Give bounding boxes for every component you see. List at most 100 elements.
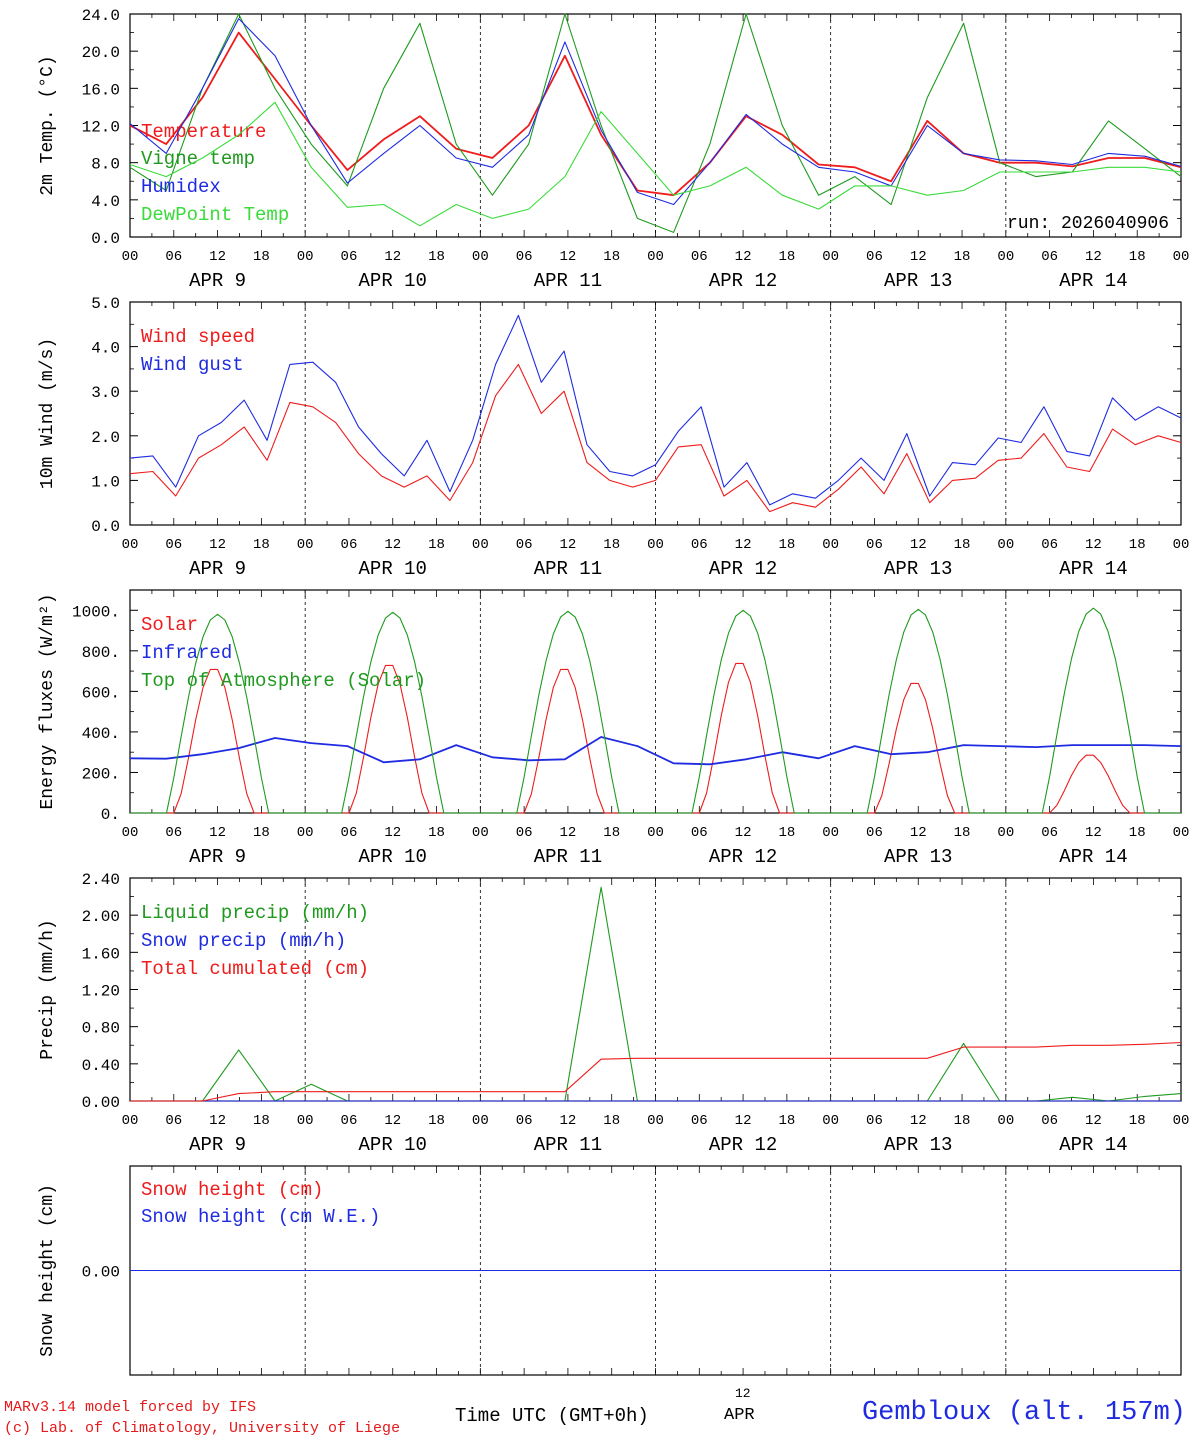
y-tick-label: 8.0 [91, 156, 120, 174]
y-tick-label: 4.0 [91, 193, 120, 211]
x-day-label: APR 14 [1059, 270, 1127, 292]
x-day-label: APR 13 [884, 846, 952, 868]
legend-liquid-precip-mm-h-: Liquid precip (mm/h) [141, 902, 369, 924]
series-line-wind-gust [129, 314, 1182, 506]
x-hour-label: 00 [647, 249, 664, 265]
x-day-label: APR 10 [359, 846, 427, 868]
y-tick-label: 0.00 [82, 1094, 120, 1112]
x-day-label: APR 10 [359, 1134, 427, 1156]
y-tick-label: 0. [101, 806, 120, 824]
run-annotation: run: 2026040906 [1007, 214, 1169, 234]
x-hour-label: 12 [735, 537, 752, 553]
x-day-label: APR 11 [534, 1134, 602, 1156]
y-axis-label: Precip (mm/h) [38, 919, 58, 1059]
x-day-label: APR 13 [884, 558, 952, 580]
legend-solar: Solar [141, 614, 198, 636]
x-hour-label: 18 [778, 1113, 795, 1129]
station-name: Gembloux (alt. 157m) [861, 1398, 1186, 1428]
series-line-infrared [129, 736, 1182, 766]
x-hour-label: 06 [866, 1113, 883, 1129]
x-hour-label: 18 [778, 825, 795, 841]
x-day-label: APR 11 [534, 270, 602, 292]
x-hour-label: 12 [384, 537, 401, 553]
x-hour-label: 00 [1173, 249, 1190, 265]
x-axis-title: Time UTC (GMT+0h) [455, 1405, 649, 1427]
x-hour-label: 06 [866, 825, 883, 841]
x-hour-label: 00 [297, 249, 314, 265]
x-day-label: APR 12 [709, 558, 777, 580]
legend-snow-precip-mm-h-: Snow precip (mm/h) [141, 930, 346, 952]
model-credit: MARv3.14 model forced by IFS [4, 1399, 257, 1416]
x-hour-label: 12 [209, 1113, 226, 1129]
x-hour-label: 00 [822, 249, 839, 265]
y-axis-label: 10m Wind (m/s) [38, 338, 58, 489]
x-hour-label: 06 [866, 537, 883, 553]
y-tick-label: 4.0 [91, 340, 120, 358]
x-hour-label: 00 [122, 249, 139, 265]
y-tick-label: 0.80 [82, 1020, 120, 1038]
panel-frame [129, 301, 1182, 526]
x-hour-label: 00 [472, 1113, 489, 1129]
y-tick-label: 800. [82, 644, 120, 662]
x-hour-label: 06 [341, 1113, 358, 1129]
y-tick-label: 1000. [72, 603, 120, 621]
legend-wind-speed: Wind speed [141, 326, 255, 348]
x-hour-label: 12 [560, 1113, 577, 1129]
legend-total-cumulated-cm-: Total cumulated (cm) [141, 958, 369, 980]
x-day-label: APR 14 [1059, 558, 1127, 580]
legend-snow-height-cm-: Snow height (cm) [141, 1179, 323, 1201]
x-hour-label: 06 [1041, 1113, 1058, 1129]
x-hour-label: 12 [1085, 1113, 1102, 1129]
x-hour-label: 06 [165, 825, 182, 841]
x-hour-label: 12 [560, 249, 577, 265]
x-hour-label: 12 [560, 825, 577, 841]
y-tick-label: 0.00 [82, 1264, 120, 1282]
series-line-total-cumulated-cm- [130, 1041, 1182, 1102]
x-hour-label: 18 [253, 825, 270, 841]
x-hour-label: 18 [603, 537, 620, 553]
x-day-label: APR 12 [709, 846, 777, 868]
x-hour-label: 00 [1173, 537, 1190, 553]
x-hour-label: 06 [341, 825, 358, 841]
x-hour-label: 18 [1129, 537, 1146, 553]
x-hour-label: 12 [384, 825, 401, 841]
x-hour-label: 18 [778, 537, 795, 553]
x-hour-label: 12 [910, 249, 927, 265]
x-hour-label: 18 [253, 1113, 270, 1129]
extra-hour-label: 12 [735, 1386, 751, 1401]
x-hour-label: 00 [472, 825, 489, 841]
y-tick-label: 3.0 [91, 384, 120, 402]
x-hour-label: 12 [735, 1113, 752, 1129]
x-hour-label: 06 [341, 537, 358, 553]
x-hour-label: 18 [603, 249, 620, 265]
x-hour-label: 12 [209, 249, 226, 265]
x-hour-label: 06 [866, 249, 883, 265]
x-day-label: APR 12 [709, 270, 777, 292]
x-hour-label: 00 [472, 537, 489, 553]
legend-vigne-temp: Vigne temp [141, 148, 255, 170]
x-hour-label: 06 [691, 537, 708, 553]
x-day-label: APR 13 [884, 270, 952, 292]
x-hour-label: 12 [209, 537, 226, 553]
x-day-label: APR 14 [1059, 846, 1127, 868]
x-hour-label: 18 [428, 537, 445, 553]
x-hour-label: 06 [691, 249, 708, 265]
x-hour-label: 12 [910, 825, 927, 841]
x-day-label: APR 10 [359, 558, 427, 580]
x-hour-label: 12 [735, 825, 752, 841]
y-tick-label: 0.0 [91, 518, 120, 536]
x-hour-label: 18 [428, 825, 445, 841]
legend-infrared: Infrared [141, 642, 232, 664]
legend-humidex: Humidex [141, 176, 221, 198]
y-tick-label: 2.40 [82, 871, 120, 889]
y-tick-label: 200. [82, 765, 120, 783]
x-hour-label: 18 [428, 1113, 445, 1129]
x-hour-label: 00 [122, 1113, 139, 1129]
panel-1: 0.0 4.0 8.0 12.0 16.0 20.0 24.0 2m Temp. (°C) 00… [38, 7, 1189, 292]
x-hour-label: 06 [516, 249, 533, 265]
x-day-label: APR 9 [189, 1134, 246, 1156]
y-axis-label: Energy fluxes (W/m²) [38, 593, 58, 809]
legend-wind-gust: Wind gust [141, 354, 244, 376]
y-tick-label: 5.0 [91, 295, 120, 313]
x-hour-label: 18 [778, 249, 795, 265]
